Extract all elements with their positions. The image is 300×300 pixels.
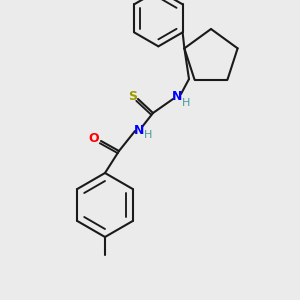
Text: N: N	[172, 91, 182, 103]
Text: H: H	[144, 130, 152, 140]
Text: O: O	[89, 133, 99, 146]
Text: S: S	[128, 89, 137, 103]
Text: N: N	[134, 124, 144, 136]
Text: H: H	[182, 98, 190, 108]
